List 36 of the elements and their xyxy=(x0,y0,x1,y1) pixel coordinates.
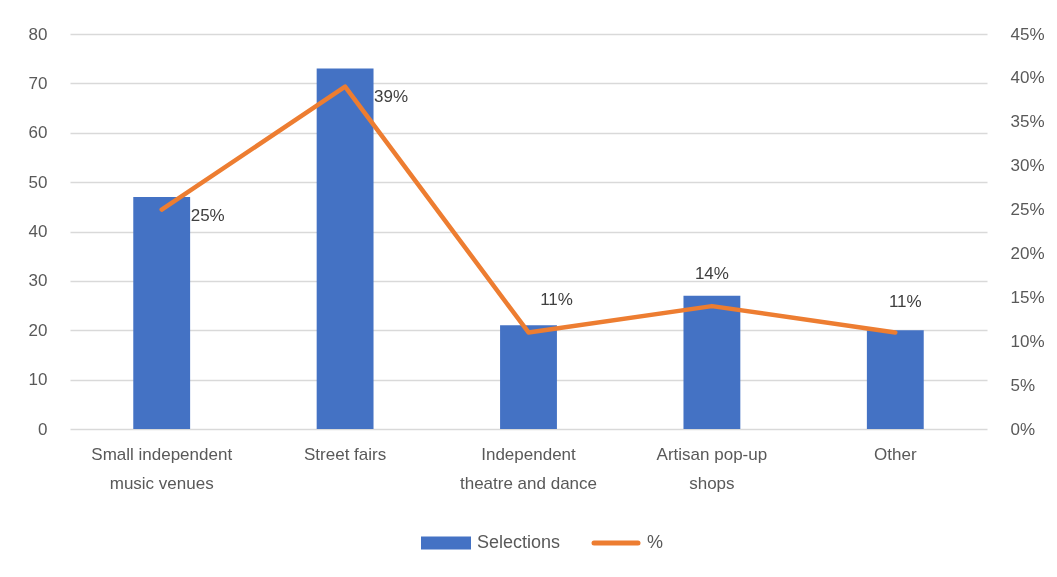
data-label: 25% xyxy=(190,205,225,225)
y2-tick-label: 35% xyxy=(1010,112,1045,132)
data-label: 11% xyxy=(540,290,573,310)
x-tick-label: Small independent music venues xyxy=(91,444,233,493)
x-tick-label: Artisan pop-up shops xyxy=(656,444,768,493)
y2-tick-label: 30% xyxy=(1010,156,1045,176)
y-tick-label: 60 xyxy=(28,123,48,143)
bar xyxy=(316,68,374,429)
y2-tick-label: 15% xyxy=(1010,287,1045,307)
bar xyxy=(683,295,741,429)
y2-tick-label: 25% xyxy=(1010,200,1045,220)
data-label: 11% xyxy=(888,292,922,312)
x-tick-label: Independent theatre and dance xyxy=(459,444,598,493)
bar xyxy=(133,196,191,429)
y-tick-label: 20 xyxy=(28,320,48,340)
bar xyxy=(500,325,557,429)
y-tick-label: 40 xyxy=(28,222,48,241)
legend-label: % xyxy=(647,532,664,552)
y-tick-label: 70 xyxy=(28,73,48,93)
y2-tick-label: 20% xyxy=(1010,243,1045,263)
y-tick-label: 10 xyxy=(28,370,48,390)
y-tick-label: 50 xyxy=(28,172,48,192)
data-label: 39% xyxy=(374,86,409,106)
y2-tick-label: 0% xyxy=(1010,419,1036,439)
y2-tick-label: 10% xyxy=(1010,331,1045,351)
x-tick-label: Street fairs xyxy=(304,444,387,464)
y2-tick-label: 40% xyxy=(1010,68,1045,88)
x-tick-label: Other xyxy=(874,444,917,464)
y-tick-label: 80 xyxy=(28,24,48,44)
y2-tick-label: 45% xyxy=(1010,24,1045,44)
y2-tick-label: 5% xyxy=(1010,375,1036,395)
legend-label: Selections xyxy=(477,532,561,552)
bar xyxy=(866,330,924,429)
y-tick-label: 0 xyxy=(38,419,48,439)
y-tick-label: 30 xyxy=(28,271,48,291)
data-label: 14% xyxy=(694,264,729,284)
